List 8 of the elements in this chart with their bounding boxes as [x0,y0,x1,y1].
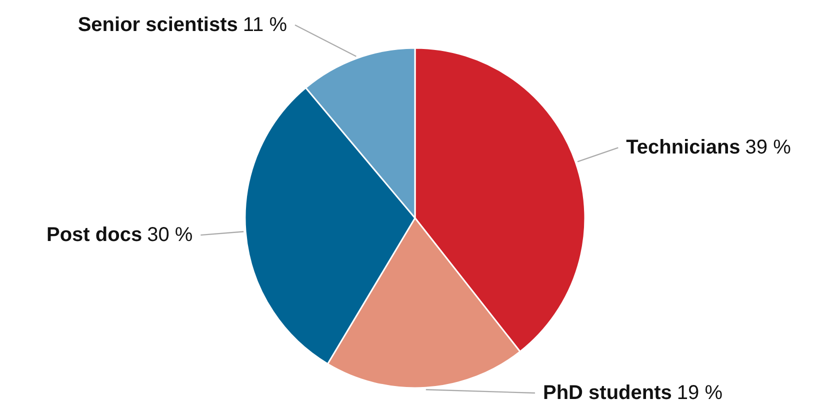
data-label: 11 % [242,14,288,36]
slice-label: PhD students [543,382,672,404]
slice-label: Technicians [626,136,740,159]
data-label: 19 % [676,382,723,404]
data-label: 39 % [745,136,792,159]
slice-label: Senior scientists [78,14,238,36]
data-label: 30 % [147,224,193,246]
slice-label: Post docs [46,224,142,246]
